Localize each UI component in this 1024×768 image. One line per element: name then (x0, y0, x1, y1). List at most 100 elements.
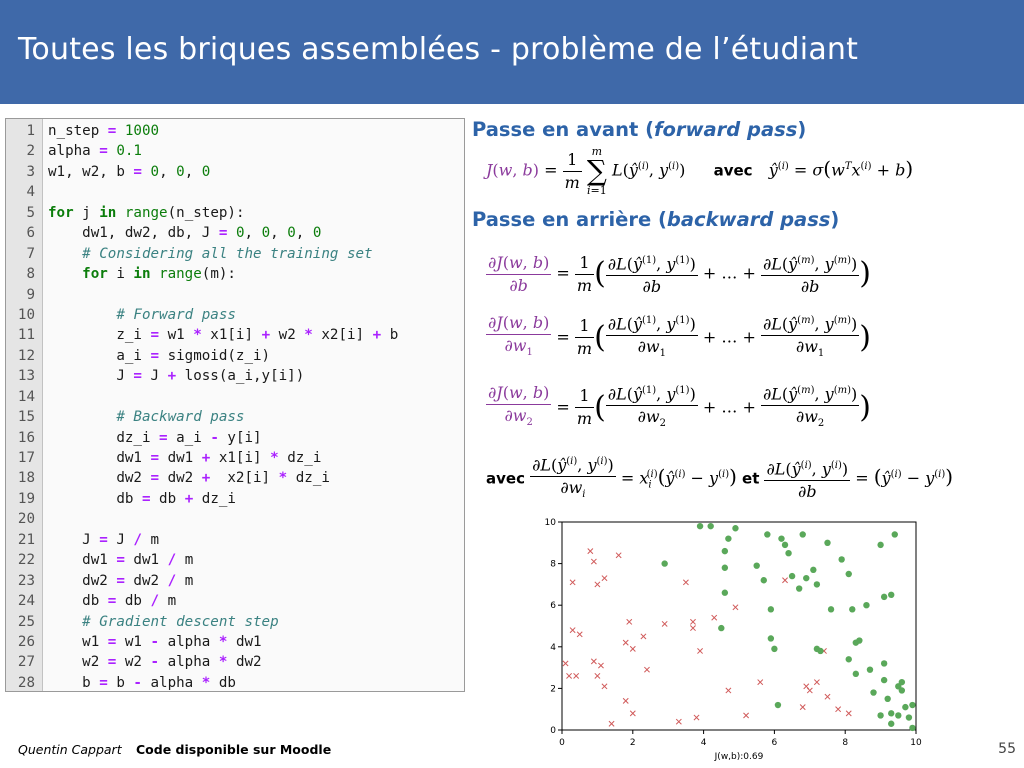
scatter-point-class-1 (760, 577, 767, 584)
scatter-point-class-0 (697, 648, 704, 654)
footer-note: Code disponible sur Moodle (136, 742, 332, 757)
line-number: 28 (17, 674, 35, 691)
scatter-point-class-1 (707, 522, 714, 530)
code-line: 7 # Considering all the training set (6, 244, 464, 264)
scatter-point-class-1 (856, 637, 863, 644)
scatter-chart: 0 2 4 6 8 10 0 2 4 6 8 10 J(w,b):0.69 (545, 518, 922, 762)
scatter-point-class-0 (732, 604, 739, 611)
code-text: dw1, dw2, db, J = 0, 0, 0, 0 (48, 225, 322, 242)
scatter-point-class-0 (682, 579, 689, 586)
code-text: dw2 = dw2 + x2[i] * dz_i (48, 470, 330, 487)
code-text: w1, w2, b = 0, 0, 0 (48, 163, 211, 180)
line-number: 17 (17, 450, 35, 466)
line-number: 11 (17, 327, 35, 344)
scatter-point-class-1 (877, 541, 884, 549)
scatter-point-class-0 (799, 704, 806, 711)
scatter-point-class-0 (661, 620, 668, 627)
scatter-point-class-1 (799, 531, 806, 538)
code-line: 14 (6, 387, 464, 407)
partial-derivative-equations: avec ∂L(ŷ(i), y(i)) ∂wi = xi(i)(ŷ(i) − y(… (486, 451, 953, 507)
scatter-point-class-1 (888, 710, 895, 717)
x-tick-label: 8 (842, 738, 848, 748)
scatter-point-class-1 (909, 724, 916, 732)
scatter-point-class-0 (690, 625, 696, 632)
scatter-point-class-1 (810, 566, 817, 574)
scatter-point-class-0 (690, 618, 696, 625)
line-number: 2 (26, 143, 35, 160)
code-line: 3 w1, w2, b = 0, 0, 0 (6, 162, 464, 182)
et-label: et (742, 469, 760, 488)
scatter-point-class-1 (863, 602, 870, 609)
x-tick-label: 6 (772, 738, 778, 748)
line-number: 14 (17, 388, 35, 405)
code-line: 13 J = J + loss(a_i,y[i]) (6, 366, 464, 386)
scatter-point-class-0 (597, 662, 604, 669)
gradient-dw1-equation: ∂J(w, b) ∂w1 = 1 m(∂L(ŷ(1), y(1)) ∂w1 + … +… (486, 310, 871, 366)
forward-title-emphasis: forward pass (653, 118, 798, 141)
code-line: 6 dw1, dw2, db, J = 0, 0, 0, 0 (6, 223, 464, 243)
page-number: 55 (998, 741, 1016, 757)
line-number: 4 (26, 184, 35, 201)
scatter-point-class-0 (569, 627, 576, 634)
line-number: 12 (17, 347, 35, 364)
code-text: dz_i = a_i - y[i] (48, 429, 262, 446)
scatter-point-class-1 (891, 531, 898, 538)
scatter-point-class-1 (767, 606, 775, 613)
code-line: 9 (6, 285, 464, 305)
line-number: 9 (26, 286, 35, 303)
gradient-dw2-equation: ∂J(w, b) ∂w2 = 1 m(∂L(ŷ(1), y(1)) ∂w2 + … +… (486, 380, 871, 436)
line-number: 3 (26, 163, 35, 180)
scatter-point-class-0 (594, 581, 601, 588)
scatter-point-class-1 (732, 525, 739, 532)
scatter-point-class-1 (845, 570, 852, 578)
line-number: 27 (17, 654, 35, 671)
scatter-point-class-1 (888, 720, 895, 727)
x-tick-label: 0 (559, 738, 565, 748)
scatter-point-class-1 (824, 539, 831, 546)
code-line: 25 # Gradient descent step (6, 612, 464, 632)
scatter-point-class-1 (813, 581, 821, 588)
scatter-point-class-0 (675, 718, 682, 725)
code-text: dw1 = dw1 + x1[i] * dz_i (48, 450, 322, 466)
gradient-db-equation: ∂J(w, b) ∂b = 1 m(∂L(ŷ(1), y(1)) ∂b + … + ∂… (486, 250, 871, 298)
code-line: 11 z_i = w1 * x1[i] + w2 * x2[i] + b (6, 325, 464, 345)
code-text: for j in range(n_step): (48, 204, 245, 221)
line-number: 16 (17, 429, 35, 446)
y-tick-label: 6 (550, 601, 556, 611)
code-text: w2 = w2 - alpha * dw2 (48, 654, 262, 671)
scatter-point-class-1 (774, 701, 782, 709)
scatter-point-class-1 (909, 701, 916, 709)
scatter-point-class-1 (880, 593, 888, 601)
code-text: db = db + dz_i (48, 490, 236, 507)
code-text: alpha = 0.1 (48, 143, 142, 160)
scatter-point-class-0 (640, 633, 647, 640)
code-text: J = J + loss(a_i,y[i]) (48, 368, 305, 385)
code-text: dw1 = dw1 / m (48, 552, 194, 569)
slide-title-bar: Toutes les briques assemblées - problème… (0, 0, 1024, 104)
code-line: 1 n_step = 1000 (6, 121, 464, 141)
code-line: 12 a_i = sigmoid(z_i) (6, 346, 464, 366)
scatter-point-class-1 (880, 676, 888, 684)
backward-title-emphasis: backward pass (666, 208, 831, 231)
scatter-point-class-0 (629, 710, 636, 717)
code-line: 20 (6, 509, 464, 529)
code-text: # Backward pass (116, 409, 245, 426)
avec-label: avec (486, 469, 525, 488)
scatter-point-class-1 (778, 535, 785, 542)
line-number: 6 (26, 225, 35, 242)
code-text: # Considering all the training set (82, 245, 373, 262)
scatter-point-class-1 (866, 666, 874, 673)
scatter-point-class-1 (661, 560, 668, 567)
scatter-point-class-1 (785, 550, 792, 557)
scatter-point-class-1 (771, 645, 778, 653)
scatter-point-class-1 (803, 574, 810, 582)
scatter-point-class-0 (622, 639, 629, 646)
x-axis-label: J(w,b):0.69 (714, 752, 764, 762)
scatter-point-class-1 (902, 703, 909, 711)
scatter-point-class-0 (594, 672, 601, 679)
line-number: 23 (17, 572, 35, 589)
scatter-point-class-1 (884, 695, 891, 702)
code-line: 4 (6, 182, 464, 202)
scatter-point-class-0 (590, 658, 597, 665)
scatter-point-class-0 (576, 631, 583, 638)
